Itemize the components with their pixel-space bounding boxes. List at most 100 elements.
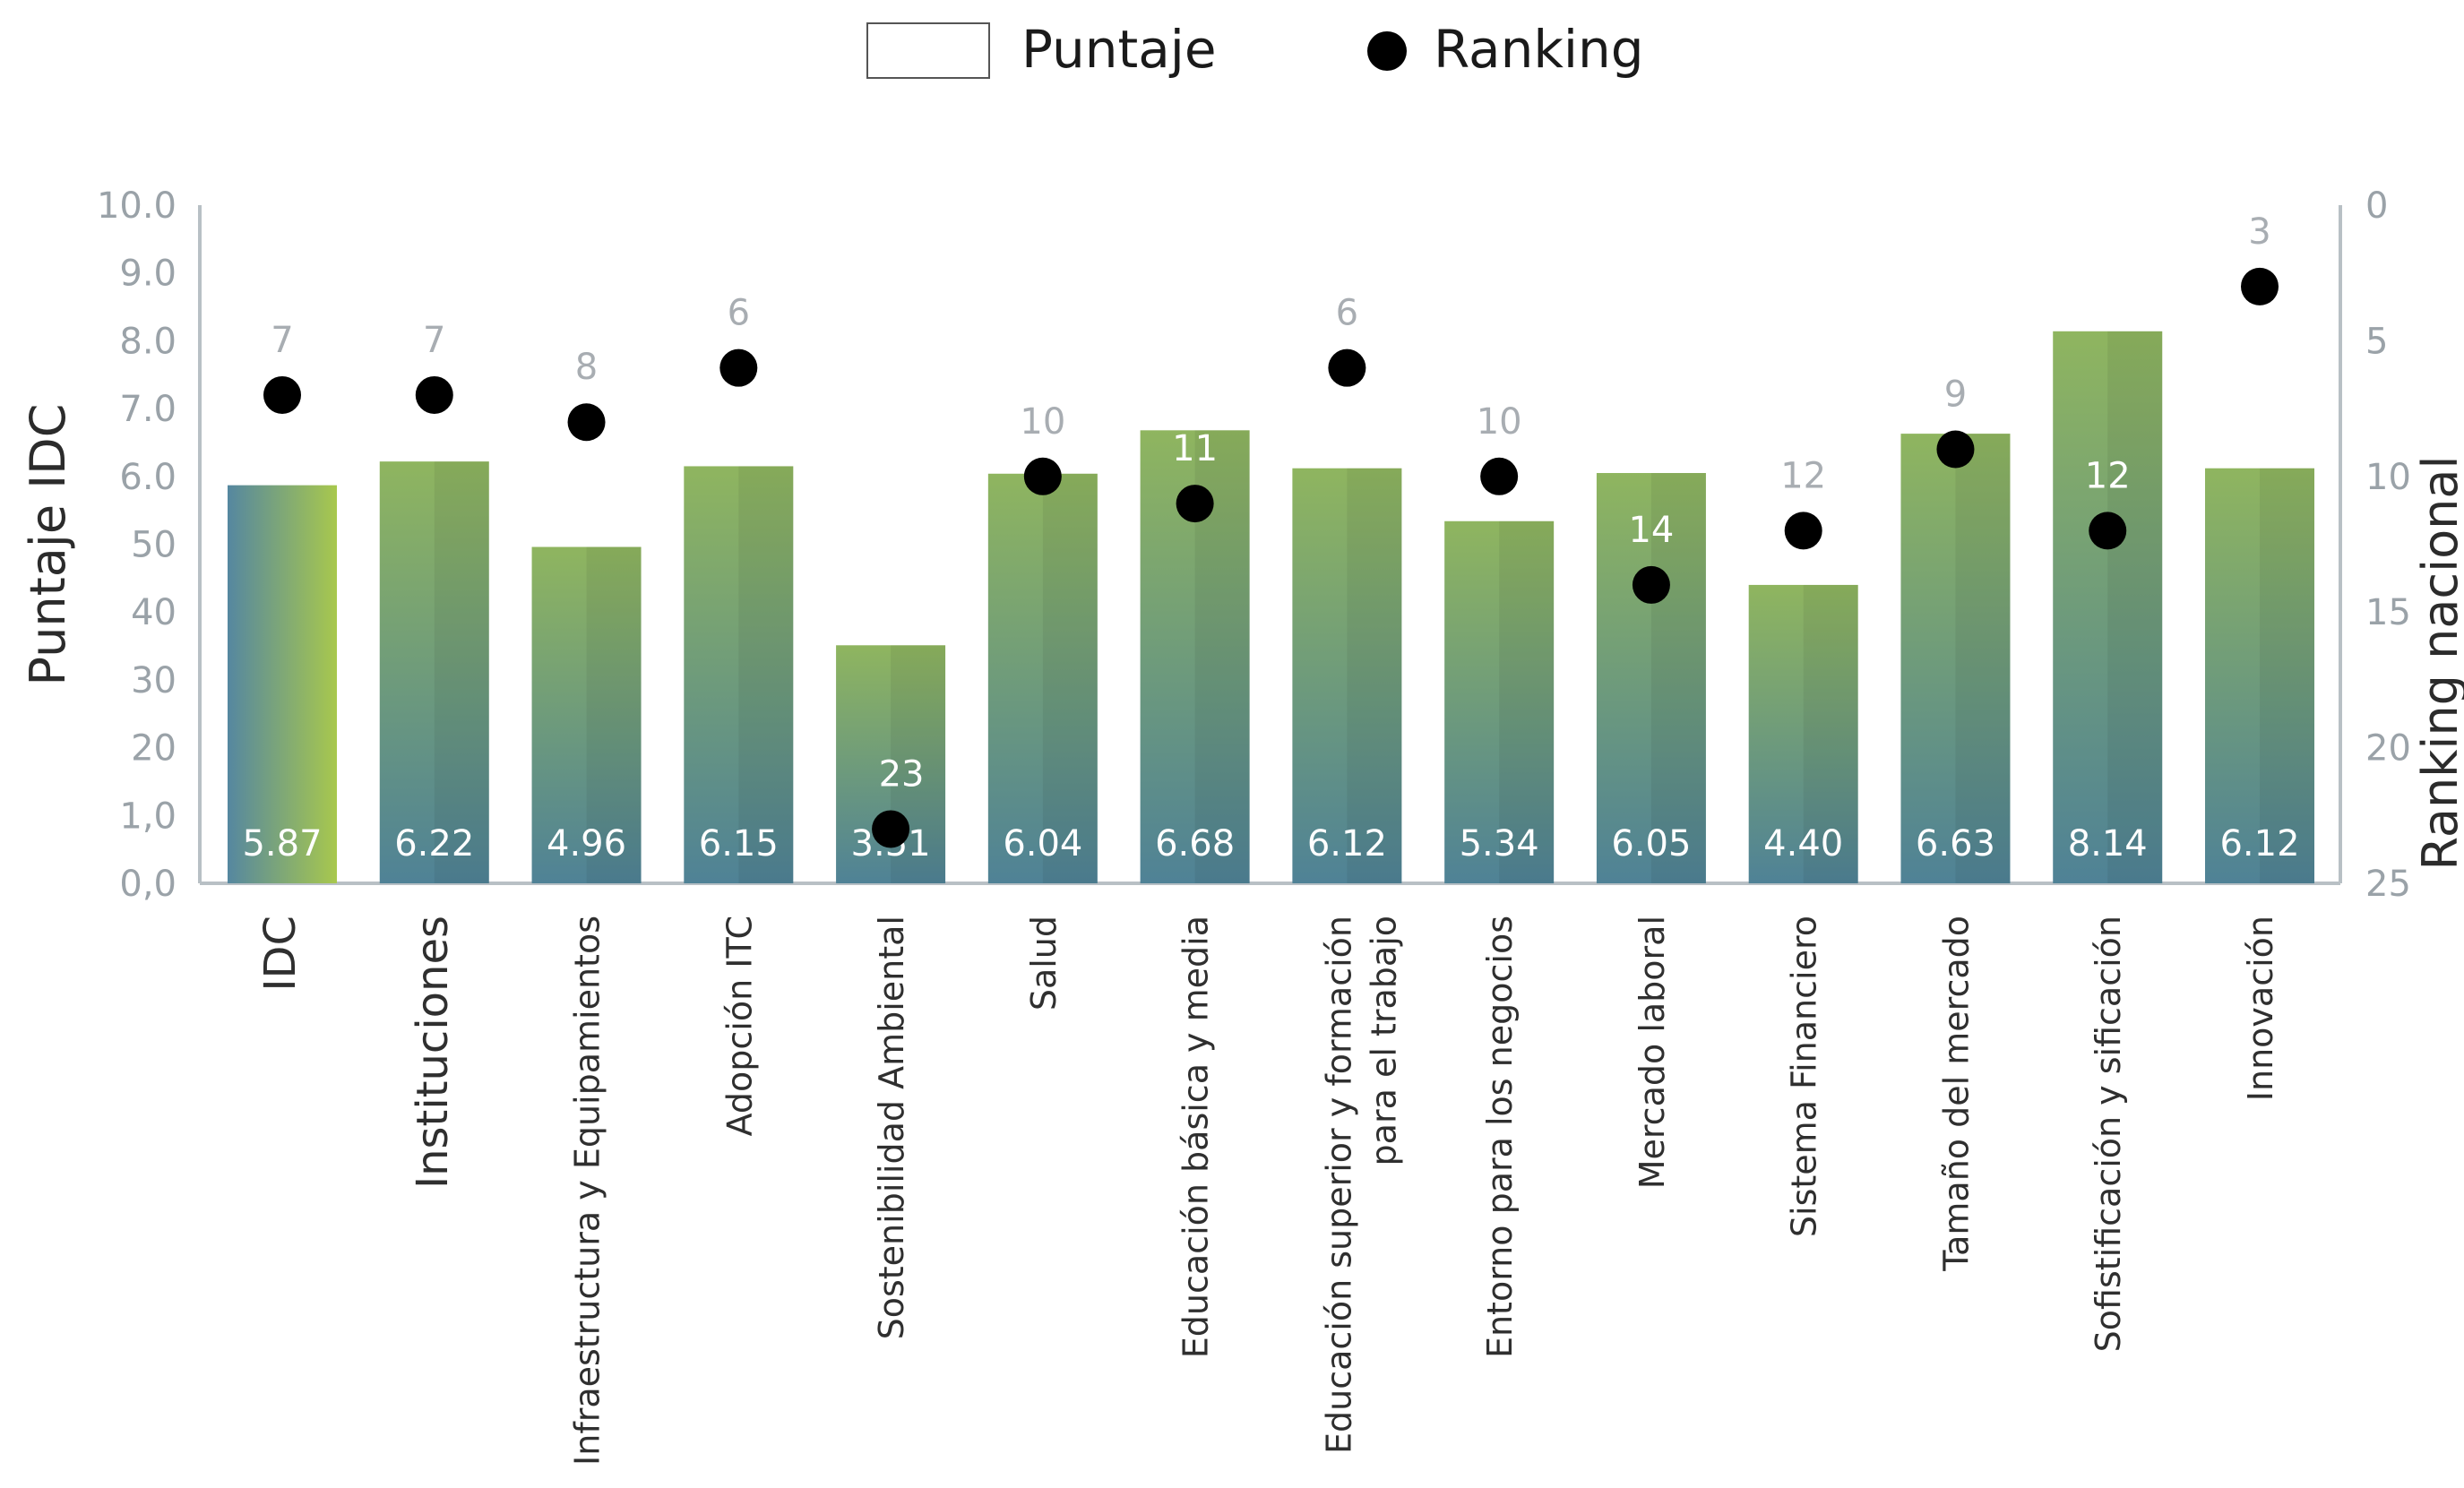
bar-shade: [1803, 584, 1858, 883]
ranking-dot: [1936, 430, 1975, 469]
category-label: Sofistificación y sificación: [2089, 916, 2128, 1352]
y-tick-label: 40: [131, 592, 177, 633]
bar: [228, 485, 337, 883]
bar-shade: [1347, 468, 1402, 883]
legend: Puntaje Ranking: [866, 19, 1644, 80]
category-label: Infraestructura y Equipamientos: [568, 916, 607, 1466]
category-label: Salud: [1024, 916, 1064, 1011]
rank-labels: 7 7 8 6 23 10 11 6 10 14 12 9 12 3: [271, 211, 2270, 796]
category-label: Tamaño del mercado: [1936, 916, 1976, 1272]
ranking-dot: [1023, 457, 1062, 495]
ranking-label: 3: [2248, 211, 2270, 253]
ranking-label: 12: [1780, 455, 1826, 496]
ranking-dot: [719, 348, 758, 387]
category-label: Sistema Financiero: [1785, 916, 1824, 1237]
ranking-label: 14: [1628, 510, 1674, 551]
y-tick-label: 6.0: [119, 457, 177, 498]
bar: [1900, 434, 2011, 883]
ranking-label: 10: [1020, 401, 1065, 443]
ranking-dot: [1176, 485, 1214, 523]
y2-tick-label: 5: [2365, 321, 2388, 362]
bar-shade: [1650, 473, 1706, 883]
legend-swatch-puntaje: [866, 22, 990, 79]
y2-tick-label: 20: [2365, 728, 2411, 770]
y-tick-label: 30: [131, 660, 177, 701]
bar-value-label: 4.40: [1763, 823, 1843, 864]
y-tick-label: 50: [131, 525, 177, 566]
bar-value-label: 5.87: [242, 823, 322, 864]
y-tick-label: 1,0: [119, 796, 177, 837]
ranking-label: 6: [728, 293, 750, 334]
ranking-dot: [567, 403, 606, 442]
bar: [2205, 468, 2314, 883]
ranking-dot: [872, 810, 910, 848]
category-label: Sostenibilidad Ambiental: [872, 916, 911, 1339]
bar-shade: [1042, 473, 1098, 883]
ranking-dot: [2241, 267, 2279, 305]
bar-shade: [2260, 468, 2314, 883]
bar: [2053, 331, 2163, 883]
category-label: Innovación: [2241, 916, 2280, 1101]
y-tick-label: 7.0: [119, 389, 177, 430]
ranking-label: 9: [1944, 374, 1967, 416]
bar-value-label: 6.68: [1155, 823, 1235, 864]
ranking-label: 6: [1336, 293, 1358, 334]
y-tick-label: 0,0: [119, 864, 177, 905]
category-label: Mercado laboral: [1633, 916, 1672, 1189]
legend-marker-ranking: [1367, 31, 1407, 71]
bar-value-label: 6.22: [394, 823, 474, 864]
bar-value-label: 6.12: [1307, 823, 1387, 864]
category-label: Educación básica y media: [1176, 916, 1216, 1358]
bar: [1292, 468, 1402, 883]
ranking-dot: [1784, 512, 1822, 550]
legend-label-ranking: Ranking: [1434, 19, 1644, 80]
bar: [684, 466, 794, 883]
y-tick-label: 20: [131, 728, 177, 770]
bar: [987, 473, 1098, 883]
bar: [379, 461, 489, 883]
rank-dots: [263, 267, 2279, 848]
y2-tick-label: 0: [2365, 185, 2388, 227]
ranking-dot: [1328, 348, 1366, 387]
bar-value-label: 6.12: [2219, 823, 2299, 864]
ranking-dot: [2089, 512, 2127, 550]
right-ticks: 0 5 10 15 20 25: [2365, 185, 2411, 905]
y2-axis-title: Ranking nacional: [2412, 456, 2464, 871]
ranking-label: 23: [879, 753, 925, 795]
ranking-dot: [1632, 565, 1670, 604]
legend-label-puntaje: Puntaje: [1021, 19, 1217, 80]
bar: [1596, 473, 1706, 883]
bar-value-label: 6.04: [1003, 823, 1082, 864]
value-labels: 5.876.224.966.153.516.046.686.125.346.05…: [242, 823, 2299, 864]
category-label: Educación superior y formación para el tr…: [1319, 916, 1403, 1454]
bar-shade: [434, 461, 489, 883]
bar-value-label: 5.34: [1460, 823, 1539, 864]
ranking-label: 7: [271, 320, 293, 361]
ranking-dot: [415, 375, 453, 414]
category-label: IDC: [255, 916, 306, 992]
bar: [531, 546, 642, 883]
bar-value-label: 8.14: [2068, 823, 2148, 864]
category-label: Adopción ITC: [719, 916, 759, 1136]
bar-shade: [586, 546, 642, 883]
ranking-dot: [1480, 457, 1519, 495]
ranking-dot: [263, 375, 301, 414]
bars: [228, 331, 2314, 883]
bar: [1444, 520, 1555, 883]
ranking-label: 7: [423, 320, 445, 361]
ranking-label: 11: [1172, 428, 1218, 469]
left-ticks: 0,0 1,0 20 30 40 50 6.0 7.0 8.0 9.0 10.0: [97, 185, 177, 905]
category-label: Entorno para los negocios: [1480, 916, 1520, 1358]
bar-shade: [1499, 520, 1555, 883]
y2-tick-label: 25: [2365, 864, 2411, 905]
bar-value-label: 4.96: [547, 823, 626, 864]
y2-tick-label: 10: [2365, 457, 2411, 498]
ranking-label: 12: [2085, 455, 2131, 496]
y-axis-title: Puntaje IDC: [20, 404, 76, 686]
bar-shade: [1955, 434, 2011, 883]
y-tick-label: 10.0: [97, 185, 177, 227]
y-tick-label: 8.0: [119, 321, 177, 362]
y-tick-label: 9.0: [119, 254, 177, 295]
category-labels: IDC Instituciones Infraestructura y Equipa…: [255, 916, 2280, 1466]
